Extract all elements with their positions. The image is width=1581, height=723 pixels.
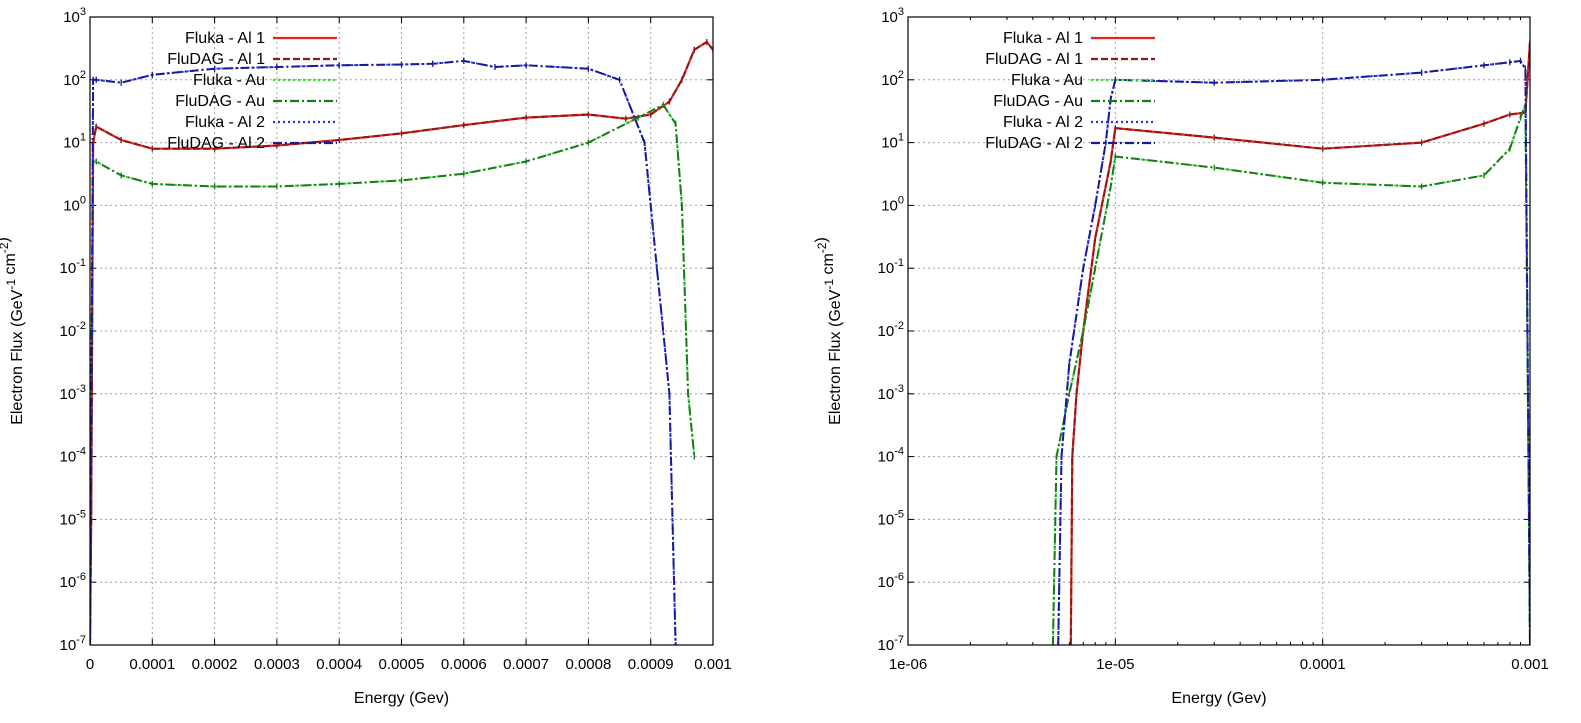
x-axis-label: Energy (Gev) — [1171, 690, 1266, 707]
legend-label: FluDAG - Au — [993, 93, 1083, 110]
plot-area — [90, 38, 713, 645]
legend-label: Fluka - Al 2 — [1003, 114, 1083, 131]
legend-label: Fluka - Al 2 — [185, 114, 265, 131]
legend-label: FluDAG - Au — [175, 93, 265, 110]
series-line-3 — [1051, 104, 1530, 645]
y-tick-label: 10-2 — [60, 320, 86, 340]
series-line-5 — [1057, 59, 1530, 645]
x-tick-label: 0.0002 — [192, 656, 238, 673]
legend-label: FluDAG - Al 2 — [167, 135, 265, 152]
plot-area — [1051, 38, 1530, 645]
y-tick-label: 101 — [63, 132, 86, 152]
x-tick-label: 0.001 — [1511, 656, 1549, 673]
legend-label: Fluka - Au — [193, 72, 265, 89]
y-tick-label: 10-5 — [878, 508, 904, 528]
x-tick-label: 0.0008 — [565, 656, 611, 673]
y-tick-label: 10-6 — [878, 571, 904, 591]
y-tick-label: 10-3 — [60, 383, 86, 403]
series-line-1 — [1069, 41, 1530, 645]
y-tick-label: 102 — [63, 69, 86, 89]
legend-label: Fluka - Au — [1011, 72, 1083, 89]
y-tick-label: 101 — [881, 132, 904, 152]
y-tick-label: 103 — [63, 6, 86, 26]
x-tick-label: 1e-05 — [1096, 656, 1134, 673]
y-tick-label: 10-4 — [878, 446, 904, 466]
chart-panel-2: 10-7 10-6 10-5 10-4 10-3 10-2 10-1 100 101 102 103… — [813, 6, 1549, 707]
plot-frame — [907, 16, 1531, 646]
x-tick-label: 0.001 — [694, 656, 732, 673]
y-axis-label: Electron Flux (GeV-1 cm-2) — [0, 237, 26, 425]
y-tick-label: 10-7 — [878, 634, 904, 654]
x-tick-label: 0.0001 — [129, 656, 175, 673]
y-tick-label: 100 — [881, 194, 904, 214]
y-tick-label: 10-7 — [60, 634, 86, 654]
x-tick-label: 0.0006 — [441, 656, 487, 673]
x-tick-label: 0.0009 — [628, 656, 674, 673]
y-tick-label: 10-6 — [60, 571, 86, 591]
y-tick-label: 10-5 — [60, 508, 86, 528]
x-tick-label: 0.0001 — [1300, 656, 1346, 673]
x-tick-label: 0.0007 — [503, 656, 549, 673]
legend-label: FluDAG - Al 1 — [985, 51, 1083, 68]
y-tick-label: 10-1 — [60, 257, 86, 277]
x-tick-label: 1e-06 — [889, 656, 927, 673]
legend-label: FluDAG - Al 1 — [167, 51, 265, 68]
legend-label: FluDAG - Al 2 — [985, 135, 1083, 152]
legend-label: Fluka - Al 1 — [1003, 30, 1083, 47]
y-tick-label: 102 — [881, 69, 904, 89]
y-tick-label: 10-3 — [878, 383, 904, 403]
y-tick-label: 10-2 — [878, 320, 904, 340]
y-tick-label: 10-1 — [878, 257, 904, 277]
y-tick-label: 10-4 — [60, 446, 86, 466]
x-axis-label: Energy (Gev) — [354, 690, 449, 707]
series-line-2 — [90, 40, 713, 645]
series-line-4 — [1051, 104, 1530, 645]
x-tick-label: 0 — [86, 656, 94, 673]
plot-frame — [89, 16, 714, 646]
series-line-6 — [1057, 59, 1530, 645]
y-axis-label: Electron Flux (GeV-1 cm-2) — [813, 237, 844, 425]
series-line-3 — [90, 103, 696, 645]
legend-label: Fluka - Al 1 — [185, 30, 265, 47]
y-tick-label: 103 — [881, 6, 904, 26]
x-tick-label: 0.0004 — [316, 656, 362, 673]
chart-panel-1: 10-7 10-6 10-5 10-4 10-3 10-2 10-1 100 101 102 103… — [0, 6, 732, 707]
y-tick-label: 100 — [63, 194, 86, 214]
x-tick-label: 0.0003 — [254, 656, 300, 673]
x-tick-label: 0.0005 — [379, 656, 425, 673]
series-line-2 — [1069, 41, 1530, 645]
